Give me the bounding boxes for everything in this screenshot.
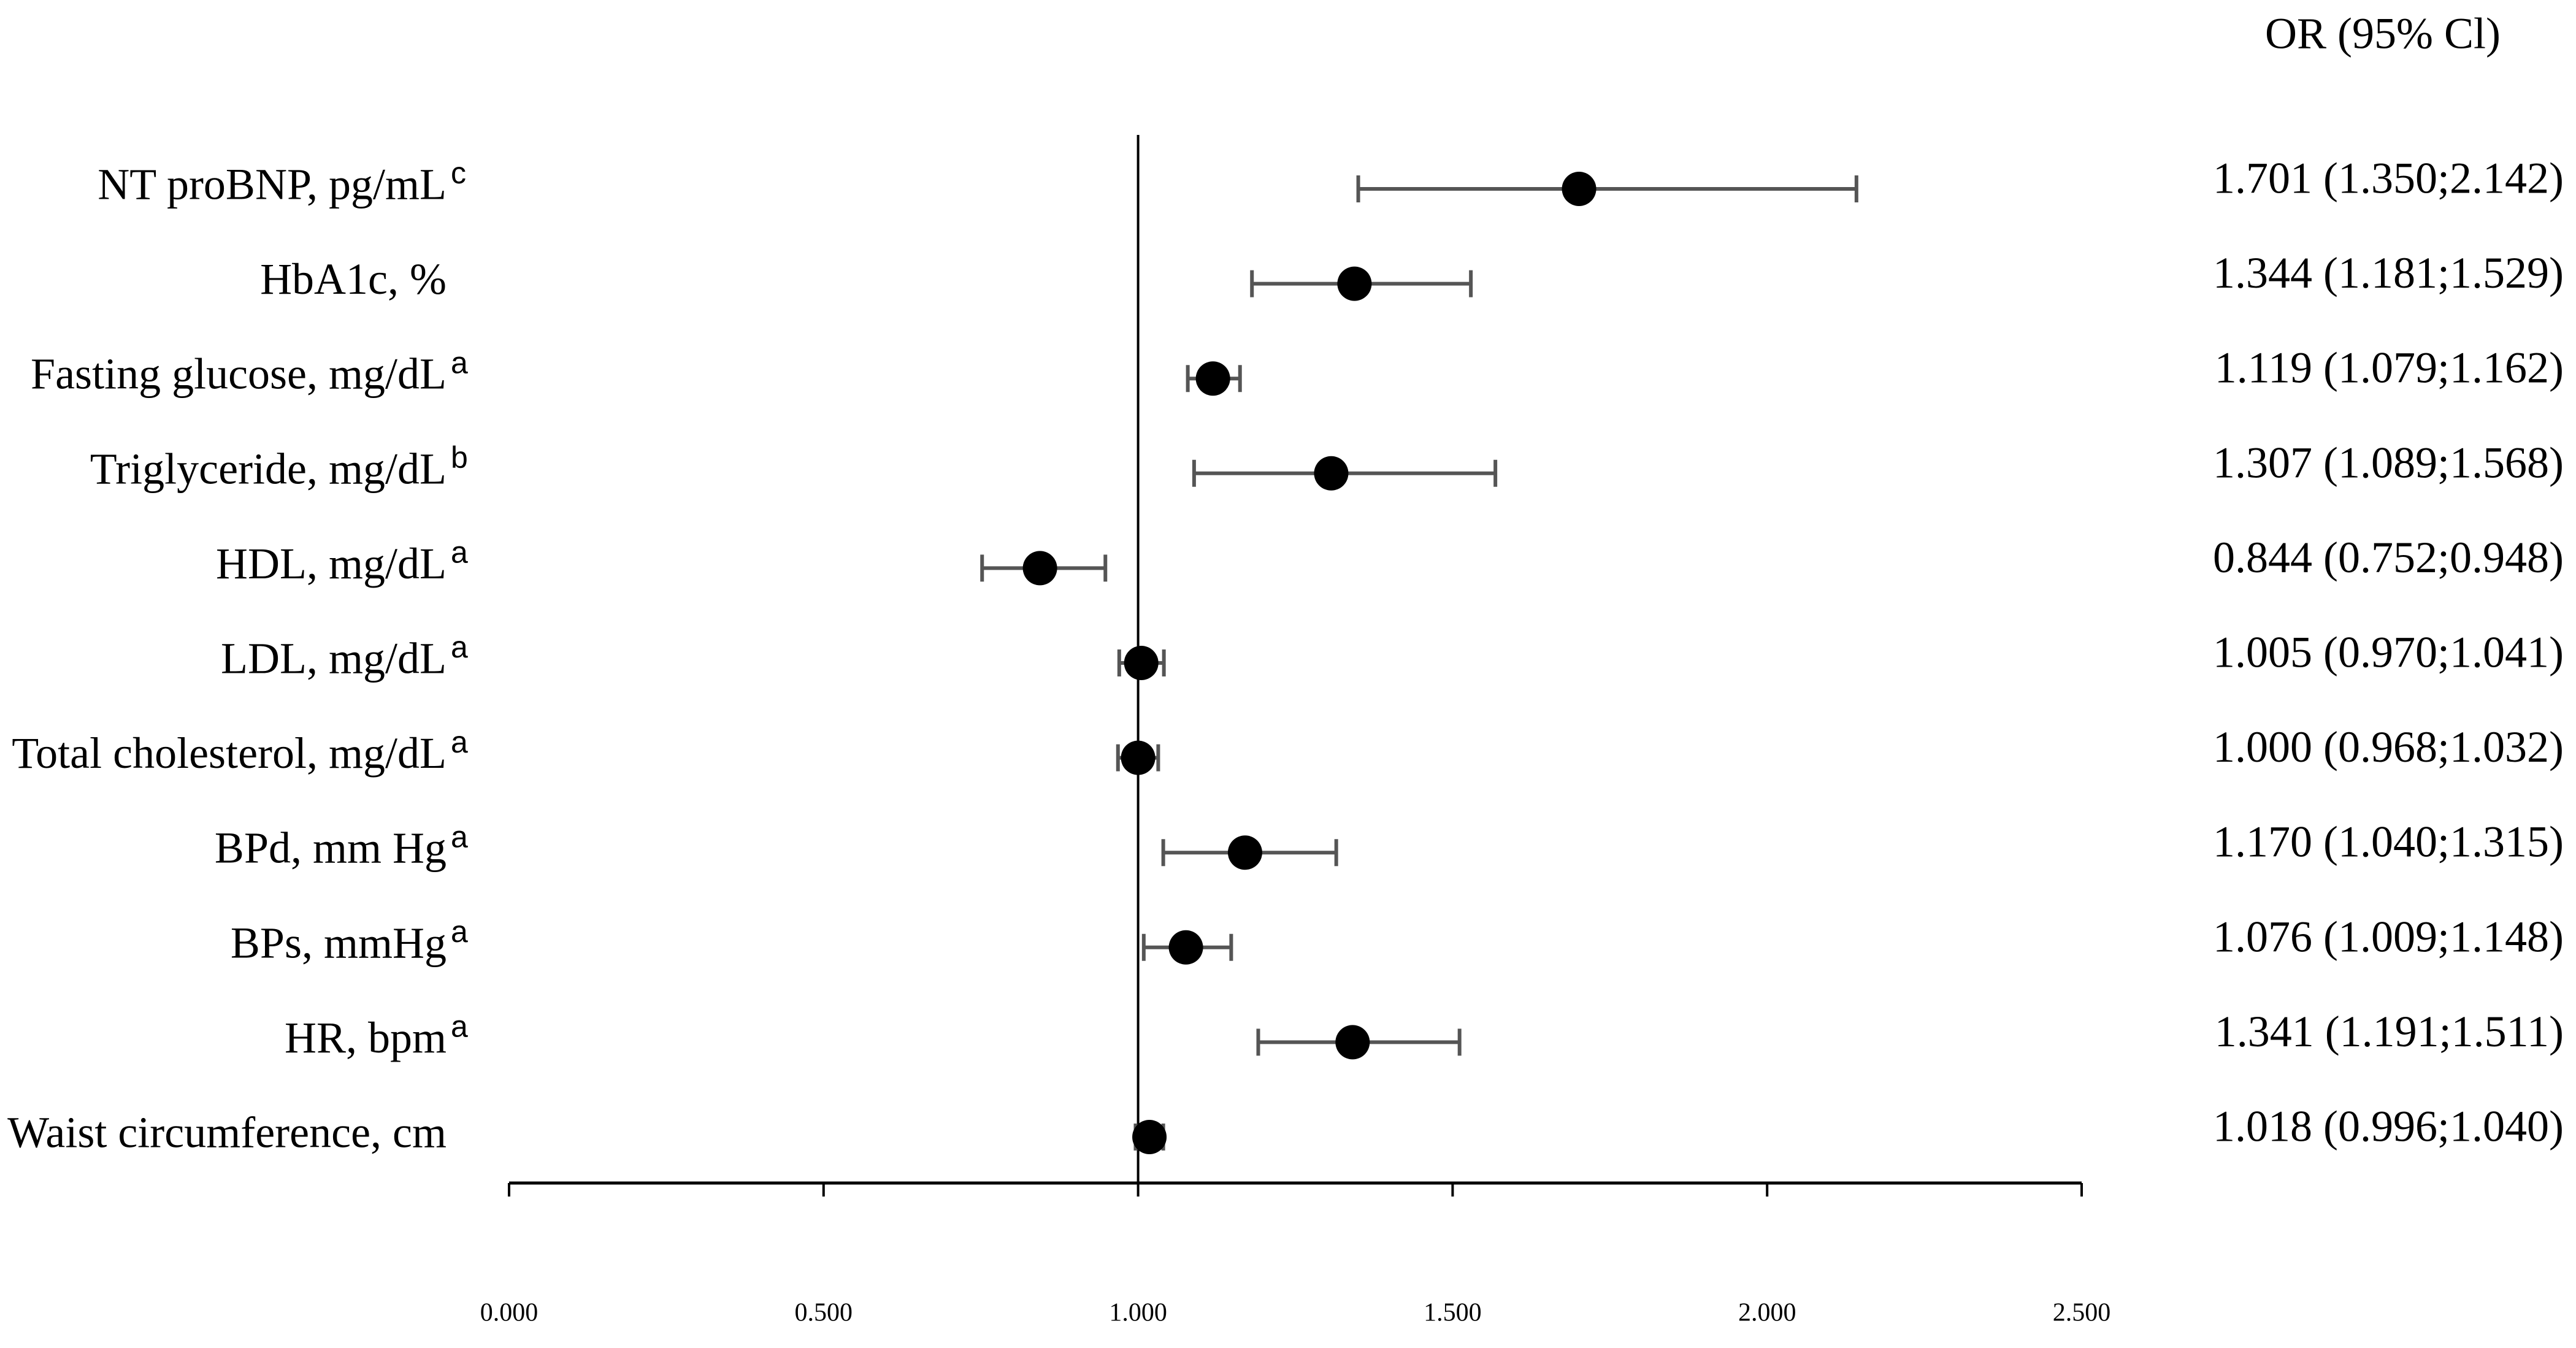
row-note: b (451, 440, 468, 475)
value-label: 1.005 (0.970;1.041) (2213, 628, 2564, 677)
x-tick-label: 2.500 (2053, 1299, 2111, 1327)
value-label: 1.344 (1.181;1.529) (2213, 248, 2564, 297)
row-label: Total cholesterol, mg/dL (12, 729, 447, 778)
row-note: a (451, 1009, 468, 1044)
x-tick-label: 0.000 (480, 1299, 539, 1327)
value-label: 0.844 (0.752;0.948) (2213, 533, 2564, 582)
x-tick-label: 1.500 (1424, 1299, 1482, 1327)
row-label: NT proBNP, pg/mL (98, 160, 447, 209)
row-label: BPs, mmHg (231, 918, 447, 967)
or-point (1195, 361, 1230, 396)
row-note: a (451, 630, 468, 664)
row-label: HR, bpm (285, 1013, 447, 1062)
or-point (1022, 551, 1057, 586)
value-label: 1.341 (1.191;1.511) (2215, 1007, 2564, 1056)
x-tick-label: 1.000 (1109, 1299, 1167, 1327)
value-label: 1.018 (0.996;1.040) (2213, 1102, 2564, 1151)
row-note: a (451, 914, 468, 949)
value-label: 1.076 (1.009;1.148) (2213, 912, 2564, 961)
value-label: 1.170 (1.040;1.315) (2213, 818, 2564, 867)
or-point (1132, 1120, 1167, 1154)
or-point (1121, 740, 1156, 775)
row-note: a (451, 819, 468, 854)
row-label: Fasting glucose, mg/dL (31, 350, 447, 399)
x-tick-label: 2.000 (1738, 1299, 1796, 1327)
value-label: 1.307 (1.089;1.568) (2213, 438, 2564, 487)
value-label: 1.119 (1.079;1.162) (2215, 343, 2564, 393)
row-label: LDL, mg/dL (221, 634, 447, 683)
value-label: 1.701 (1.350;2.142) (2213, 154, 2564, 203)
row-label: BPd, mm Hg (215, 824, 447, 873)
row-label: Waist circumference, cm (7, 1108, 447, 1157)
or-point (1314, 456, 1349, 491)
row-note: a (451, 535, 468, 570)
value-label: 1.000 (0.968;1.032) (2213, 722, 2564, 772)
or-point (1168, 930, 1203, 965)
row-note: a (451, 345, 468, 380)
or-point (1337, 266, 1372, 301)
or-point (1227, 835, 1262, 870)
or-point (1124, 646, 1159, 680)
row-note: a (451, 725, 468, 759)
or-point (1562, 172, 1597, 206)
row-note: c (451, 156, 466, 190)
row-label: HbA1c, % (260, 255, 447, 304)
row-label: Triglyceride, mg/dL (90, 444, 447, 493)
row-label: HDL, mg/dL (216, 539, 447, 588)
column-header: OR (95% Cl) (2265, 9, 2501, 58)
x-tick-label: 0.500 (795, 1299, 853, 1327)
or-point (1335, 1025, 1370, 1060)
